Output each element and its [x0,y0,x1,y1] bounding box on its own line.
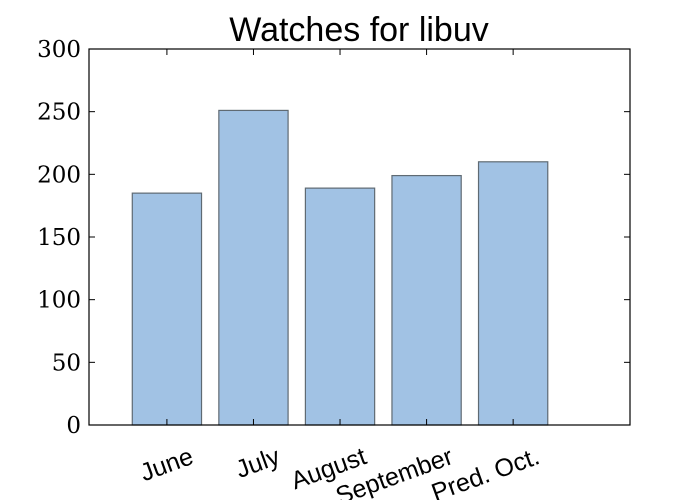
y-tick-label: 50 [52,350,81,376]
bar-pred-oct [477,161,549,426]
y-tick-label: 100 [37,288,81,314]
y-tick-label: 250 [37,100,81,126]
bar-june [131,192,203,426]
bar-august [304,187,376,426]
bar-september [391,174,462,426]
y-tick-label: 200 [37,162,81,188]
plot-frame [88,48,631,426]
y-axis: 0 50 100 150 200 250 300 [37,37,630,439]
chart-title: Watches for libuv [229,11,489,49]
x-tick-label: July [232,442,284,484]
bar-july [218,109,289,426]
x-tick-label: June [136,442,197,487]
bars-group [131,109,549,426]
y-tick-label: 0 [66,413,81,439]
y-tick-label: 300 [37,37,81,63]
y-tick-label: 150 [37,225,81,251]
